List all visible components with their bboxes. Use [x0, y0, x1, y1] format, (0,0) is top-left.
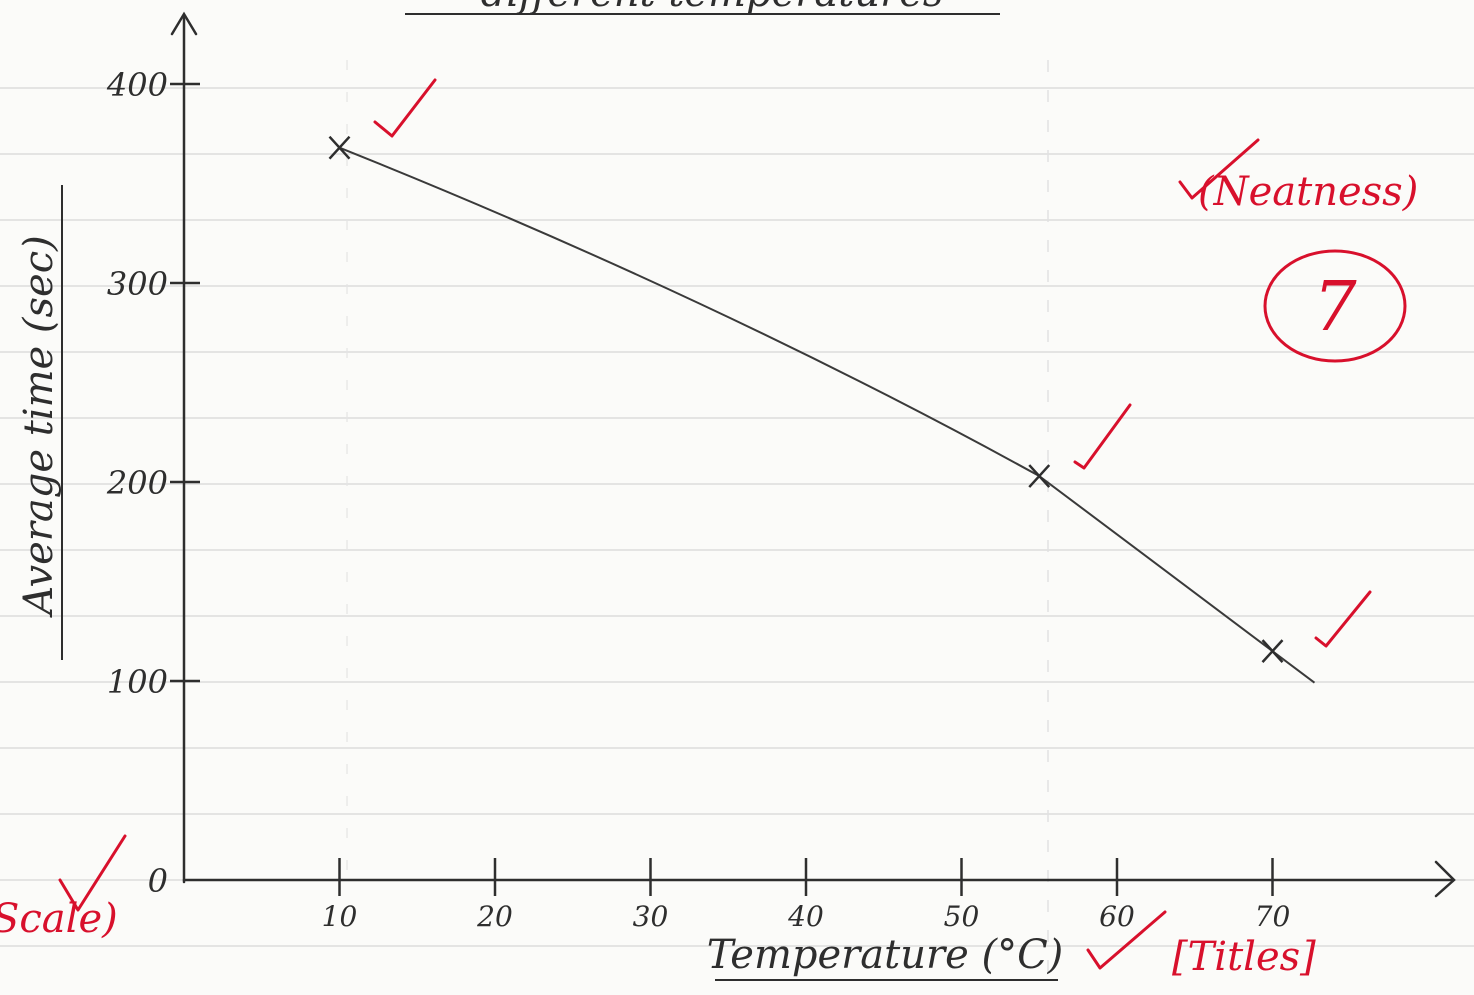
check-mark-point-3	[1314, 590, 1372, 648]
score-value: 7	[1313, 268, 1357, 347]
y-axis-ticks: 0 100 200 300 400	[106, 66, 200, 900]
axes	[170, 11, 1456, 898]
chart-title: different temperatures	[481, 0, 944, 16]
x-axis-arrow	[1434, 860, 1456, 898]
data-point-marker	[1028, 464, 1051, 488]
annotation-scale: Scale)	[0, 896, 118, 942]
x-axis-label: Temperature (°C)	[707, 932, 1064, 978]
x-tick-label: 70	[1255, 900, 1291, 933]
x-tick-label: 40	[787, 900, 824, 933]
data-point-marker	[328, 135, 351, 160]
x-axis-ticks: 10 20 30 40 50 60 70	[322, 858, 1291, 933]
y-axis-arrow	[170, 11, 198, 36]
check-mark-neatness	[1178, 138, 1260, 200]
check-mark-point-2	[1073, 403, 1132, 470]
x-tick-label: 10	[322, 900, 358, 933]
annotation-titles: [Titles]	[1172, 934, 1316, 980]
check-mark-point-1	[373, 78, 437, 138]
y-tick-label: 400	[106, 66, 168, 104]
y-tick-label: 300	[107, 265, 168, 303]
y-tick-label: 200	[106, 464, 168, 502]
check-mark-scale	[58, 834, 127, 912]
paper-ruled-lines	[0, 87, 1474, 947]
x-tick-label: 30	[633, 900, 669, 933]
x-tick-label: 60	[1099, 900, 1135, 933]
annotation-neatness: (Neatness)	[1198, 169, 1418, 215]
y-tick-label: 100	[107, 663, 168, 701]
score-circle	[1263, 249, 1407, 363]
series-line	[339, 146, 1316, 684]
x-tick-label: 50	[944, 900, 980, 933]
teacher-marks	[58, 78, 1407, 970]
data-points	[328, 135, 1284, 663]
data-point-marker	[1261, 639, 1284, 663]
x-tick-label: 20	[476, 900, 513, 933]
y-tick-label: 0	[148, 862, 168, 900]
y-axis-label: Average time (sec)	[16, 235, 62, 619]
check-mark-titles	[1086, 910, 1167, 970]
